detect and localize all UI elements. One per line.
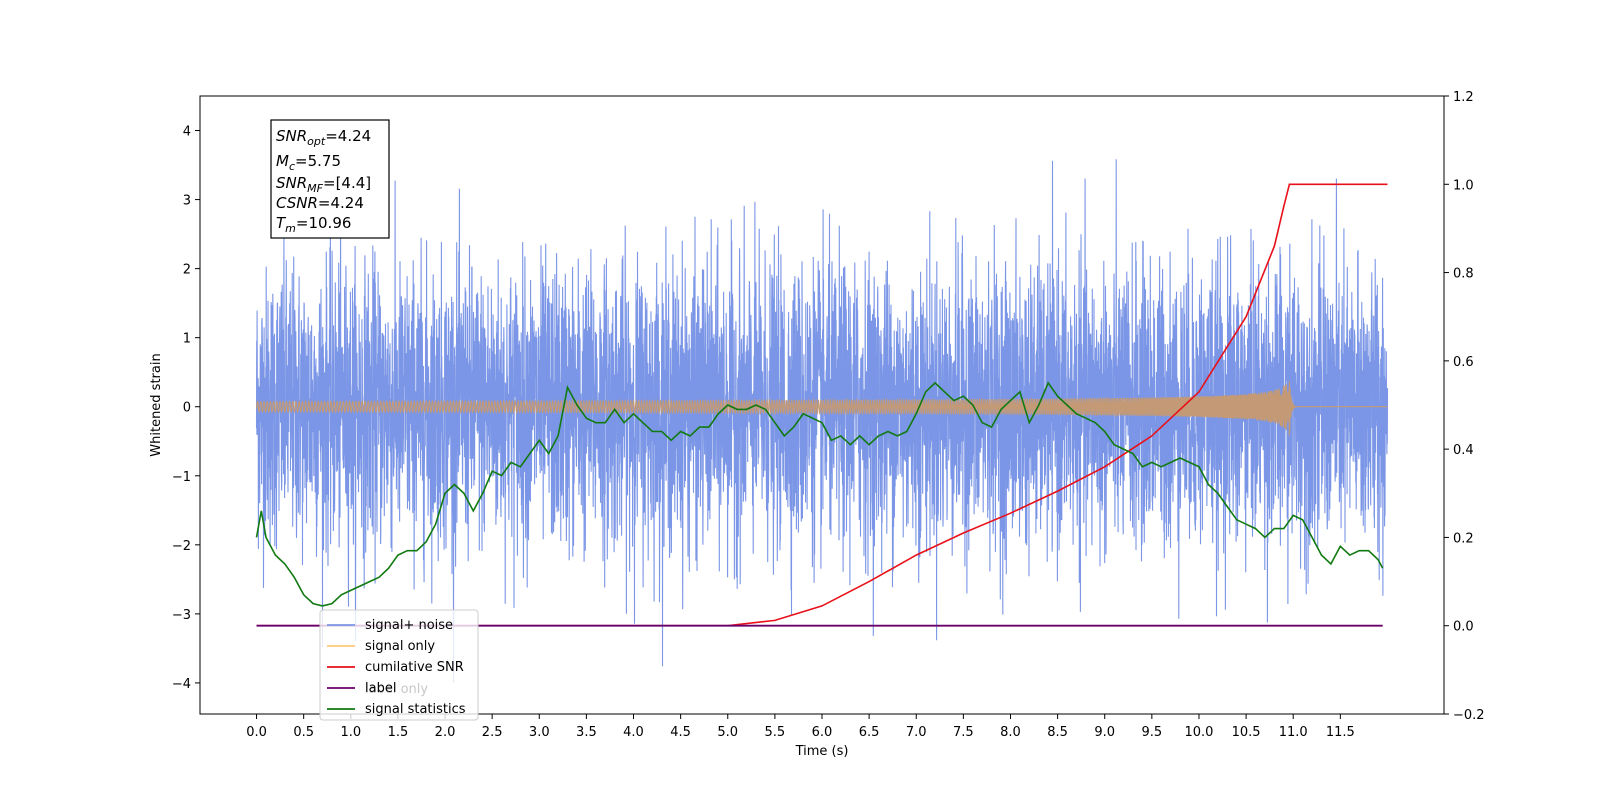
y2-tick-label: 0.4 [1453, 443, 1474, 458]
y-tick-label: 4 [183, 125, 191, 140]
y-tick-label: −1 [172, 470, 191, 485]
x-tick-label: 5.5 [765, 725, 786, 740]
x-tick-label: 1.5 [388, 725, 409, 740]
svg-text:label only: label only [365, 682, 428, 697]
svg-text:signal only: signal only [365, 639, 435, 654]
legend-item-label-only: label only [365, 682, 428, 697]
y2-tick-label: 1.2 [1453, 90, 1474, 105]
y2-tick-label: 0.2 [1453, 531, 1474, 546]
legend: signal+ noise signal only cumilative SNR… [319, 609, 479, 721]
annotation-mc: Mc=5.75 [276, 152, 341, 173]
legend-item-cumulative-snr: cumilative SNR [327, 660, 464, 675]
y-tick-label: −2 [172, 539, 191, 554]
x-tick-label: 8.0 [1000, 725, 1021, 740]
svg-text:cumilative SNR: cumilative SNR [365, 660, 464, 675]
y2-tick-label: 0.0 [1453, 620, 1474, 635]
legend-item-signal-statistics: signal statistics [327, 702, 466, 717]
x-tick-label: 4.0 [623, 725, 644, 740]
x-tick-label: 1.0 [340, 725, 361, 740]
x-tick-label: 4.5 [670, 725, 691, 740]
y-tick-label: 3 [183, 194, 191, 209]
legend-item-signal-only: signal only [327, 639, 435, 654]
legend-item-signal-plus-noise: signal+ noise [327, 618, 453, 633]
x-tick-label: 6.5 [859, 725, 880, 740]
annotation-tm: Tm=10.96 [276, 214, 351, 235]
y-tick-label: −4 [172, 677, 191, 692]
y-axis-ticks: −4 −3 −2 −1 0 1 2 3 4 [172, 125, 200, 692]
y-tick-label: 1 [183, 332, 191, 347]
signal-only-line [255, 381, 1388, 436]
annotation-csnr: CSNR=4.24 [276, 194, 364, 212]
x-tick-label: 7.5 [953, 725, 974, 740]
x-tick-label: 10.0 [1184, 725, 1213, 740]
x-tick-label: 8.5 [1047, 725, 1068, 740]
y-tick-label: −3 [172, 608, 191, 623]
y2-tick-label: 1.0 [1453, 178, 1474, 193]
annotation-box: SNRopt=4.24 Mc=5.75 SNRMF=[4.4] CSNR=4.2… [270, 119, 390, 239]
y2-tick-label: −0.2 [1453, 708, 1485, 723]
x-tick-label: 3.5 [576, 725, 597, 740]
y2-tick-label: 0.8 [1453, 267, 1474, 282]
legend-item-label: label [327, 681, 396, 696]
svg-text:signal statistics: signal statistics [365, 702, 466, 717]
x-tick-label: 7.0 [906, 725, 927, 740]
y-axis-label: Whitened strain [149, 353, 164, 456]
x-axis-ticks: 0.0 0.5 1.0 1.5 2.0 2.5 3.0 3.5 4.0 4.5 5.0 5.5 6.0 6… [246, 714, 1355, 740]
x-tick-label: 11.0 [1279, 725, 1308, 740]
x-tick-label: 6.0 [812, 725, 833, 740]
x-tick-label: 3.0 [529, 725, 550, 740]
svg-text:label: label [365, 681, 396, 696]
y2-tick-label: 0.6 [1453, 355, 1474, 370]
x-tick-label: 0.0 [246, 725, 267, 740]
x-tick-label: 2.5 [482, 725, 503, 740]
x-tick-label: 9.5 [1142, 725, 1163, 740]
y-tick-label: 2 [183, 263, 191, 278]
x-axis-label: Time (s) [795, 744, 849, 759]
y-tick-label: 0 [183, 401, 191, 416]
signal-statistics-line [255, 381, 1384, 607]
x-tick-label: 9.0 [1094, 725, 1115, 740]
x-tick-label: 0.5 [293, 725, 314, 740]
x-tick-label: 5.0 [717, 725, 738, 740]
y2-axis-ticks: −0.2 0.0 0.2 0.4 0.6 0.8 1.0 1.2 [1444, 90, 1485, 723]
x-tick-label: 10.5 [1232, 725, 1261, 740]
svg-text:signal+ noise: signal+ noise [365, 618, 453, 633]
annotation-snr-opt: SNRopt=4.24 [276, 127, 371, 148]
cumulative-snr-line [256, 183, 1388, 627]
annotation-snr-mf: SNRMF=[4.4] [276, 174, 371, 195]
x-tick-label: 11.5 [1326, 725, 1355, 740]
x-tick-label: 2.0 [435, 725, 456, 740]
